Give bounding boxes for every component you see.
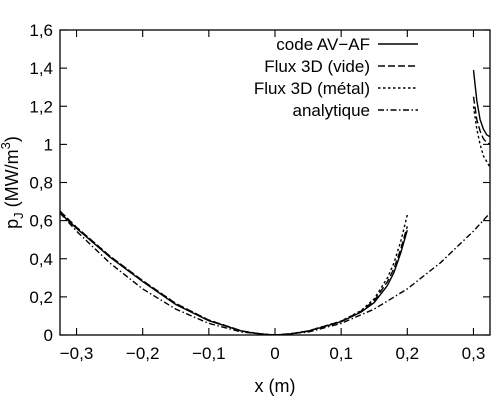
y-tick-label: 1,6 (29, 21, 53, 40)
legend: code AV−AF Flux 3D (vide) Flux 3D (métal) a… (254, 35, 418, 120)
series-layer (60, 69, 490, 335)
legend-label-2: Flux 3D (vide) (264, 57, 370, 76)
y-tick-label: 1 (44, 135, 53, 154)
y-tick-label: 1,4 (29, 59, 53, 78)
y-axis-title-sub: J (11, 212, 26, 219)
y-axis-title-sup: 3 (0, 142, 13, 149)
x-tick-label: −0,1 (192, 344, 226, 363)
y-axis-title-base: p (2, 219, 22, 229)
tick-layer: −0,3 −0,2 −0,1 0 0,1 0,2 0,3 0 0,2 0,4 0,6 0,8 1 1,2 1… (29, 21, 490, 363)
x-tick-label: 0,1 (329, 344, 353, 363)
y-tick-label: 1,2 (29, 97, 53, 116)
x-tick-label: −0,2 (126, 344, 160, 363)
y-tick-label: 0 (44, 326, 53, 345)
series-line-4-segment-1 (60, 212, 490, 335)
series-line-1-segment-2 (472, 69, 490, 138)
x-tick-label: 0,2 (395, 344, 419, 363)
series-line-2-segment-1 (60, 210, 408, 335)
y-axis-title: pJ (MW/m3) (0, 136, 26, 229)
x-axis-title: x (m) (255, 376, 296, 396)
legend-label-3: Flux 3D (métal) (254, 79, 370, 98)
legend-label-1: code AV−AF (276, 35, 370, 54)
y-tick-label: 0,6 (29, 212, 53, 231)
y-tick-label: 0,2 (29, 288, 53, 307)
y-axis-title-unit: (MW/m (2, 149, 22, 212)
x-tick-label: 0,3 (462, 344, 486, 363)
series-line-2-segment-2 (472, 96, 490, 146)
legend-label-4: analytique (292, 101, 370, 120)
x-tick-label: 0 (270, 344, 279, 363)
series-line-3-segment-1 (60, 210, 408, 335)
y-axis-title-suffix: ) (2, 136, 22, 142)
x-tick-label: −0,3 (60, 344, 94, 363)
y-tick-label: 0,8 (29, 174, 53, 193)
series-line-3-segment-2 (472, 106, 490, 168)
y-tick-label: 0,4 (29, 250, 53, 269)
